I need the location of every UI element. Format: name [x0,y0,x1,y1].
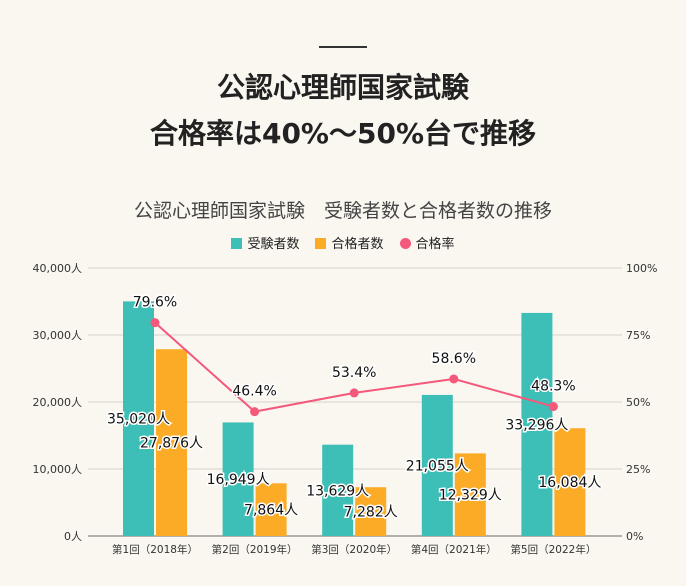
right-tick-label: 50% [626,396,650,409]
bar-examinees [123,301,154,536]
right-tick-label: 75% [626,329,650,342]
rate-label: 79.6% [133,295,177,311]
left-tick-label: 10,000人 [33,463,83,476]
data-label: 13,629人 [306,483,369,499]
legend-label: 受験者数 [247,237,300,252]
x-tick-label: 第1回（2018年） [112,543,198,556]
rate-label: 58.6% [432,351,476,367]
page-title-line2: 合格率は40%～50%台で推移 [149,117,537,150]
legend-swatch [399,238,411,249]
legend-item-examinees: 受験者数 [231,233,299,252]
legend-swatch [231,238,243,249]
page-title-line1: 公認心理師国家試験 [216,71,469,104]
left-tick-label: 40,000人 [33,262,83,275]
legend-label: 合格率 [415,237,455,252]
bar-passers [156,349,187,536]
bar-passers [255,483,287,536]
legend-item-passers: 合格者数 [315,233,384,252]
title-rule [319,46,367,48]
data-label: 16,084人 [538,475,601,491]
line-point [548,402,558,412]
bar-passers [355,487,387,536]
x-tick-label: 第2回（2019年） [212,543,298,556]
data-label: 27,876人 [140,436,203,452]
data-label: 12,329人 [439,488,502,504]
legend-swatch [315,238,327,249]
line-point [449,374,459,384]
line-point [349,388,359,398]
data-label: 33,296人 [505,417,568,433]
chart-title: 公認心理師国家試験 受験者数と合格者数の推移 [133,200,552,222]
data-label: 7,282人 [344,505,398,521]
bar-examinees [222,422,254,536]
right-tick-label: 100% [626,262,657,275]
legend-item-pass-rate: 合格率 [399,233,455,252]
data-label: 7,864人 [244,503,298,519]
bar-examinees [322,444,354,536]
line-point [150,318,160,328]
bar-passers [454,453,486,536]
legend-label: 合格者数 [331,237,384,252]
data-label: 16,949人 [207,472,270,488]
left-tick-label: 30,000人 [33,329,83,342]
data-label: 21,055人 [406,458,469,474]
x-tick-label: 第4回（2021年） [411,543,497,556]
x-tick-label: 第3回（2020年） [311,543,397,556]
right-tick-label: 0% [626,530,643,543]
left-tick-label: 20,000人 [33,396,83,409]
rate-label: 48.3% [531,379,575,395]
data-label: 35,020人 [107,412,170,428]
rate-label: 53.4% [332,365,376,381]
line-point [250,407,260,417]
x-tick-label: 第5回（2022年） [510,543,596,556]
legend: 受験者数 合格者数 合格率 [0,233,686,252]
bar-examinees [421,394,453,536]
left-tick-label: 0人 [64,530,82,543]
bar-examinees [521,312,553,536]
rate-label: 46.4% [232,384,276,400]
bar-passers [554,428,586,536]
right-tick-label: 25% [626,463,650,476]
